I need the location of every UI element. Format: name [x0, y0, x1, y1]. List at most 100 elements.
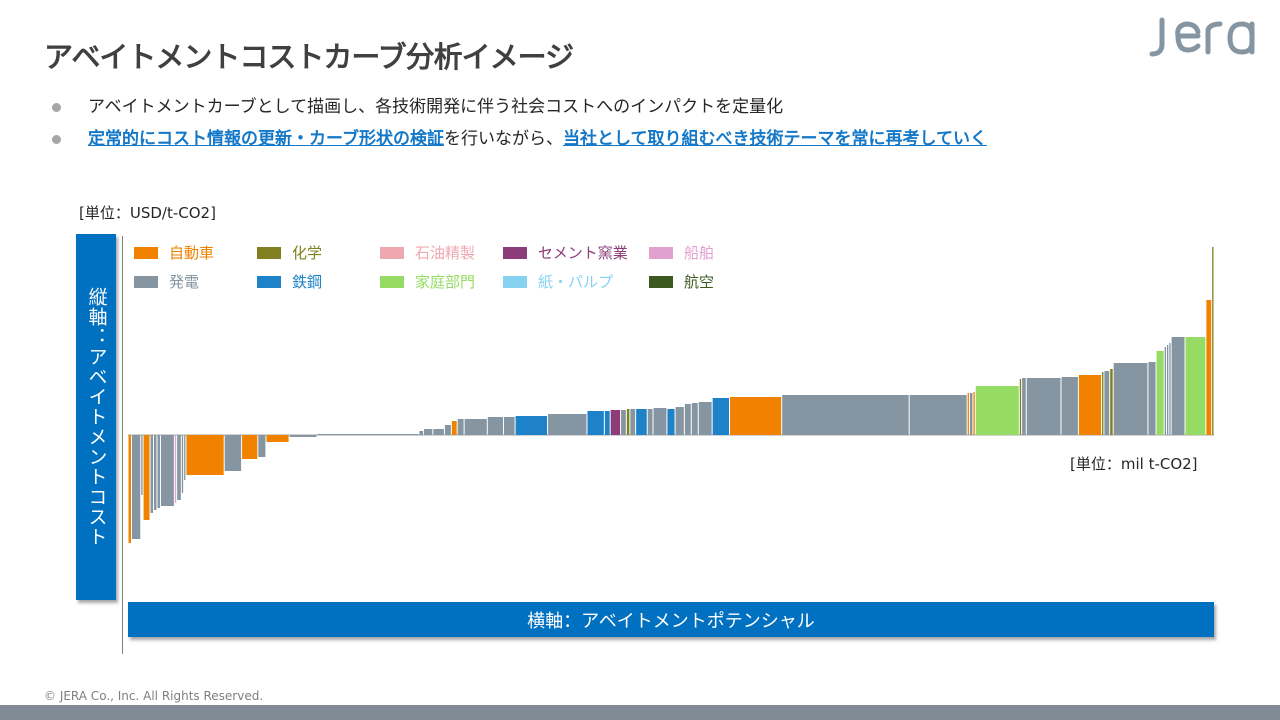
- cost-bar: [548, 414, 587, 435]
- legend-label: 家庭部門: [415, 273, 476, 291]
- bullet-emphasis: 当社として取り組むべき技術テーマを常に再考していく: [562, 129, 987, 149]
- cost-bar: [504, 417, 515, 435]
- x-axis-title-box: 横軸：アベイトメントポテンシャル: [128, 602, 1214, 637]
- cost-bar: [289, 435, 317, 437]
- cost-bar: [684, 404, 691, 435]
- legend-swatch: [257, 276, 281, 288]
- copyright: © JERA Co., Inc. All Rights Reserved.: [44, 689, 264, 703]
- cost-bar: [160, 435, 174, 506]
- cost-bar: [186, 435, 224, 475]
- cost-bar: [174, 435, 177, 503]
- cost-bar: [154, 435, 157, 510]
- legend-swatch: [649, 276, 673, 288]
- footer-bar: [0, 705, 1280, 720]
- legend-label: セメント窯業: [538, 244, 628, 262]
- cost-bar: [1102, 372, 1104, 435]
- cost-bar: [1104, 371, 1110, 435]
- cost-bar: [464, 419, 487, 435]
- legend-label: 紙・パルプ: [538, 273, 614, 291]
- cost-bar: [1110, 369, 1113, 435]
- cost-bar: [1169, 343, 1171, 435]
- cost-bar: [177, 435, 181, 500]
- cost-bar: [909, 395, 967, 435]
- cost-bar: [587, 411, 604, 435]
- legend-swatch: [257, 247, 281, 259]
- cost-bar: [967, 393, 969, 435]
- bullet-item: 定常的にコスト情報の更新・カーブ形状の検証を行いながら、当社として取り組むべき技…: [52, 125, 1232, 157]
- cost-bar: [419, 431, 424, 435]
- legend-label: 発電: [169, 273, 200, 291]
- cost-bar: [610, 410, 621, 435]
- x-axis-title: 横軸：アベイトメントポテンシャル: [527, 610, 815, 632]
- cost-bar: [698, 402, 712, 435]
- cost-bar: [1061, 377, 1078, 435]
- x-unit-label: [単位：mil t-CO2]: [1070, 455, 1198, 473]
- cost-bar: [1022, 378, 1026, 435]
- bullet-dot: [52, 103, 61, 112]
- legend-swatch: [134, 247, 158, 259]
- cost-bar: [712, 398, 730, 435]
- chart-legend: 自動車 化学 石油精製 セメント窯業 船舶 発電 鉄鋼 家庭部門 紙・パルプ 航空: [134, 243, 754, 299]
- bullet-item: アベイトメントカーブとして描画し、各技術開発に伴う社会コストへのインパクトを定量…: [52, 93, 1232, 125]
- cost-bar: [973, 392, 975, 435]
- cost-bar: [667, 409, 675, 435]
- cost-bar: [730, 397, 782, 435]
- cost-bar: [150, 435, 153, 513]
- cost-bar: [515, 416, 548, 435]
- cost-bar: [1156, 351, 1164, 435]
- cost-bar: [131, 435, 141, 539]
- cost-bar: [266, 435, 289, 442]
- bullet-list: アベイトメントカーブとして描画し、各技術開発に伴う社会コストへのインパクトを定量…: [52, 93, 1232, 157]
- cost-bar: [604, 411, 610, 435]
- legend-swatch: [649, 247, 673, 259]
- cost-bar: [653, 408, 667, 435]
- cost-bar: [141, 435, 143, 495]
- cost-bar: [1164, 347, 1166, 435]
- legend-label: 石油精製: [415, 244, 476, 262]
- cost-bar: [1185, 337, 1206, 435]
- cost-bar: [626, 409, 630, 435]
- bullet-dot: [52, 135, 61, 144]
- cost-bar: [451, 421, 457, 435]
- y-axis-title-box: 縦軸：アベイトメントコスト: [76, 234, 116, 600]
- cost-bar: [317, 434, 419, 435]
- cost-bar: [1171, 337, 1185, 435]
- slide-title: アベイトメントコストカーブ分析イメージ: [44, 40, 574, 74]
- cost-bar: [181, 435, 184, 493]
- legend-label: 鉄鋼: [292, 273, 323, 291]
- cost-bar: [1078, 375, 1102, 435]
- cost-bar: [1019, 379, 1022, 435]
- cost-bar: [433, 429, 444, 435]
- cost-bar: [1166, 345, 1169, 435]
- cost-bar: [184, 435, 186, 480]
- cost-bar: [1113, 363, 1148, 435]
- cost-bar: [975, 386, 1019, 435]
- cost-bar: [157, 435, 160, 508]
- cost-bar: [224, 435, 242, 471]
- cost-bar: [1026, 378, 1061, 435]
- legend-swatch: [380, 276, 404, 288]
- cost-bar: [258, 435, 266, 457]
- bullet-text: を行いながら、: [443, 129, 563, 149]
- y-axis-title: 縦軸：アベイトメントコスト: [85, 287, 108, 547]
- cost-bar: [444, 425, 451, 435]
- cost-bar: [1206, 300, 1212, 435]
- cost-bar: [1212, 247, 1214, 435]
- bullet-text: アベイトメントカーブとして描画し、各技術開発に伴う社会コストへのインパクトを定量…: [88, 97, 784, 117]
- cost-bar: [424, 429, 433, 435]
- cost-bar: [630, 409, 636, 435]
- y-axis-line: [122, 236, 123, 654]
- cost-bar: [647, 409, 653, 435]
- cost-bar: [242, 435, 258, 459]
- cost-bar: [457, 419, 464, 435]
- cost-bar: [782, 395, 909, 435]
- cost-bar: [487, 417, 504, 435]
- y-unit-label: [単位：USD/t-CO2]: [79, 204, 216, 222]
- legend-swatch: [503, 276, 527, 288]
- cost-bar: [128, 435, 131, 543]
- legend-label: 化学: [292, 244, 323, 262]
- legend-label: 船舶: [684, 244, 715, 262]
- cost-bar: [675, 407, 684, 435]
- bullet-emphasis: 定常的にコスト情報の更新・カーブ形状の検証: [88, 129, 444, 149]
- cost-bar: [621, 410, 626, 435]
